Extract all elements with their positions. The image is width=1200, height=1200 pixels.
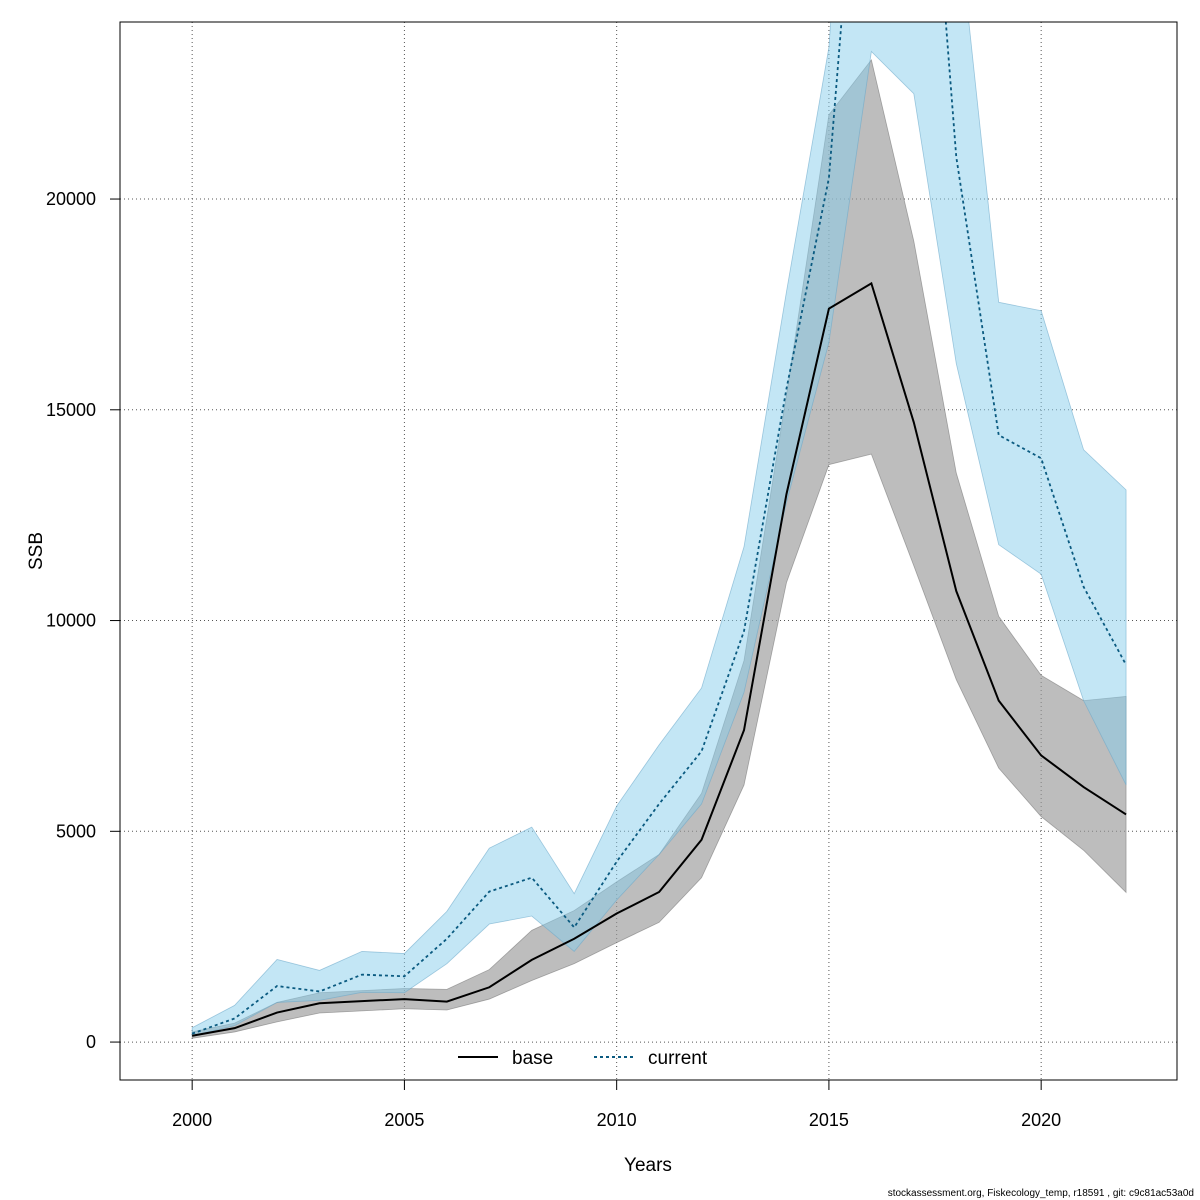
legend-label-base: base	[512, 1048, 553, 1069]
x-axis: 2000 2005 2010 2015 2020	[172, 1080, 1061, 1130]
y-tick-label-10000: 10000	[46, 611, 96, 631]
x-axis-title: Years	[624, 1155, 672, 1176]
line-current	[191, 22, 1127, 1035]
y-tick-label-20000: 20000	[46, 189, 96, 209]
plot-frame	[119, 21, 1178, 1081]
confidence-bands	[191, 22, 1127, 1039]
y-tick-label-15000: 15000	[46, 400, 96, 420]
y-axis: 0 5000 10000 15000 20000	[46, 189, 120, 1052]
legend-label-current: current	[648, 1048, 708, 1069]
x-tick-label-2010: 2010	[597, 1110, 637, 1130]
series-lines	[191, 22, 1127, 1037]
line-base	[191, 281, 1127, 1037]
band-current	[191, 22, 1127, 1037]
x-tick-label-2015: 2015	[809, 1110, 849, 1130]
y-tick-label-5000: 5000	[56, 821, 96, 841]
footer-credit: stockassessment.org, Fiskecology_temp, r…	[888, 1188, 1194, 1199]
x-tick-label-2020: 2020	[1021, 1110, 1061, 1130]
y-tick-label-0: 0	[86, 1032, 96, 1052]
legend: base current	[458, 1048, 708, 1069]
y-axis-title: SSB	[26, 532, 47, 570]
x-tick-label-2000: 2000	[172, 1110, 212, 1130]
x-tick-label-2005: 2005	[384, 1110, 424, 1130]
band-base	[191, 59, 1127, 1039]
